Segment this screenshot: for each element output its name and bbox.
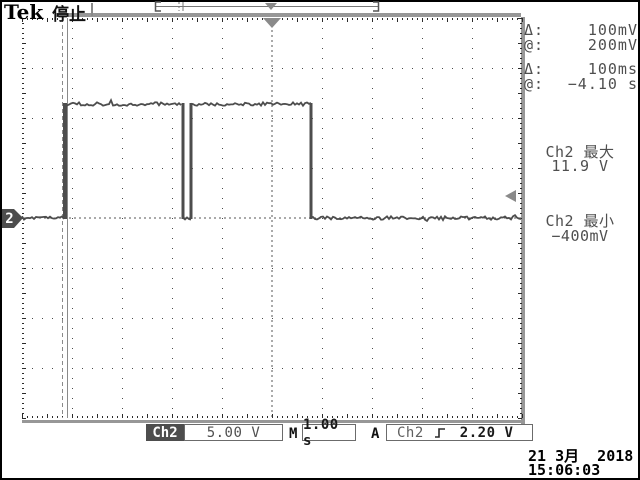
cursor-delta-v-value: 100mV bbox=[587, 21, 638, 39]
cursor-delta-t-label: Δ: bbox=[524, 60, 545, 78]
cursor-at-v: @: 200mV bbox=[524, 36, 638, 54]
cursor-at-v-label: @: bbox=[524, 36, 545, 54]
channel-2-ground-marker: 2 bbox=[5, 211, 14, 227]
cursor-delta-v: Δ: 100mV bbox=[524, 21, 638, 39]
cursor-delta-t: Δ: 100ms bbox=[524, 60, 638, 78]
acquisition-mode-label: A bbox=[371, 426, 380, 442]
rising-edge-icon bbox=[434, 426, 446, 440]
status-channel-badge: Ch2 bbox=[146, 424, 184, 441]
measurement-max-value: 11.9 V bbox=[551, 157, 609, 175]
cursor-at-t-label: @: bbox=[524, 75, 545, 93]
date-display: 21 3月 2018 bbox=[528, 447, 634, 465]
measurement-min-value: −400mV bbox=[551, 227, 609, 245]
cursor-at-t-value: −4.10 s bbox=[567, 75, 638, 93]
timebase-readout: 1.00 s bbox=[302, 417, 356, 449]
trigger-level: 2.20 V bbox=[459, 424, 514, 441]
cursor-delta-v-label: Δ: bbox=[524, 21, 545, 39]
cursor-at-t: @: −4.10 s bbox=[524, 75, 638, 93]
cursor-delta-t-value: 100ms bbox=[587, 60, 638, 78]
cursor-at-v-value: 200mV bbox=[587, 36, 638, 54]
main-timebase-label: M bbox=[289, 426, 298, 442]
acquisition-status: 停止 bbox=[52, 5, 86, 25]
vertical-scale-readout: 5.00 V bbox=[184, 424, 283, 441]
tek-logo: Tek bbox=[4, 0, 44, 24]
measurement-max-label: Ch2 最大 bbox=[545, 143, 615, 161]
trigger-source: Ch2 bbox=[397, 424, 424, 441]
measurement-min-label: Ch2 最小 bbox=[545, 212, 615, 230]
trigger-readout: Ch2 2.20 V bbox=[386, 424, 533, 441]
time-display: 15:06:03 bbox=[528, 461, 601, 479]
